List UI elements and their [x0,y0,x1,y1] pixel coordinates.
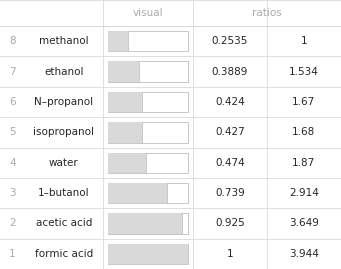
Text: 2: 2 [9,218,16,228]
Text: 6: 6 [9,97,16,107]
Text: 1.87: 1.87 [292,158,315,168]
Text: 1: 1 [9,249,16,259]
Text: ethanol: ethanol [44,66,84,77]
Text: acetic acid: acetic acid [35,218,92,228]
Bar [108,213,188,233]
Text: water: water [49,158,79,168]
Bar [108,153,146,173]
Text: 0.739: 0.739 [215,188,245,198]
Bar [108,31,188,51]
Bar [108,213,182,233]
Text: 0.925: 0.925 [215,218,245,228]
Text: 0.2535: 0.2535 [212,36,248,46]
Text: 0.474: 0.474 [215,158,245,168]
Text: 1.68: 1.68 [292,127,315,137]
Text: 1: 1 [227,249,233,259]
Text: 3: 3 [9,188,16,198]
Bar [108,92,188,112]
Text: 0.424: 0.424 [215,97,245,107]
Bar [108,122,142,143]
Bar [108,153,188,173]
Bar [108,92,142,112]
Text: 1: 1 [300,36,307,46]
Bar [108,31,128,51]
Text: 1–butanol: 1–butanol [38,188,90,198]
Text: 8: 8 [9,36,16,46]
Bar [108,183,167,203]
Text: formic acid: formic acid [35,249,93,259]
Text: 3.944: 3.944 [289,249,319,259]
Text: 0.427: 0.427 [215,127,245,137]
Text: ratios: ratios [252,8,282,18]
Bar [108,244,188,264]
Text: 0.3889: 0.3889 [212,66,248,77]
Text: 7: 7 [9,66,16,77]
Bar [108,61,188,82]
Bar [108,122,188,143]
Text: visual: visual [133,8,163,18]
Text: 1.67: 1.67 [292,97,315,107]
Text: 5: 5 [9,127,16,137]
Text: 4: 4 [9,158,16,168]
Text: methanol: methanol [39,36,89,46]
Bar [108,61,139,82]
Text: N–propanol: N–propanol [34,97,93,107]
Text: 2.914: 2.914 [289,188,319,198]
Text: 3.649: 3.649 [289,218,319,228]
Bar [108,183,188,203]
Text: 1.534: 1.534 [289,66,319,77]
Bar [108,244,188,264]
Text: isopropanol: isopropanol [33,127,94,137]
